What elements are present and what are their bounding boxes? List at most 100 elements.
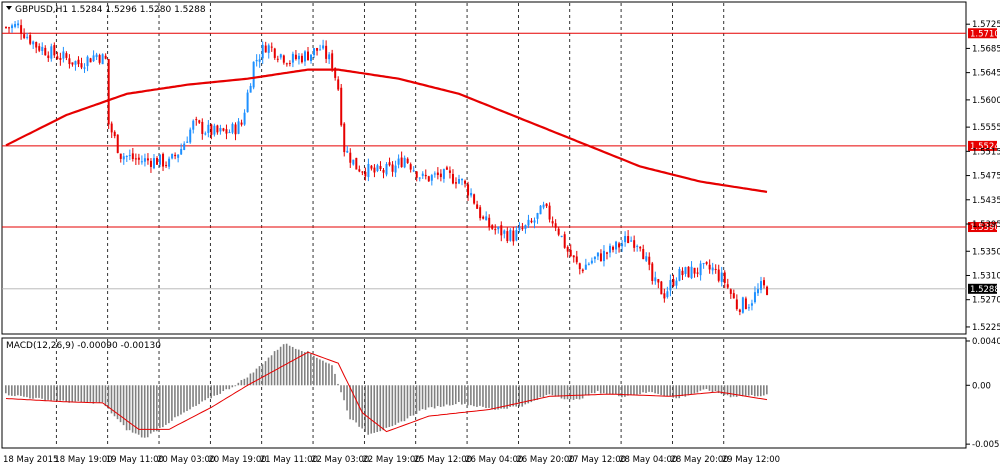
macd-bar (750, 385, 753, 395)
bear-candle (358, 169, 361, 172)
bear-candle (270, 46, 273, 48)
bull-candle (171, 153, 174, 159)
bull-candle (385, 163, 388, 175)
macd-bar (228, 385, 231, 390)
bear-candle (156, 158, 158, 165)
bear-candle (56, 56, 59, 59)
moving-average (5, 68, 768, 193)
bull-candle (515, 230, 518, 241)
bull-candle (243, 112, 246, 125)
bear-candle (500, 225, 503, 236)
x-tick-label: 20 May 03:00 (157, 455, 215, 465)
macd-bar (645, 385, 647, 393)
macd-bar (71, 385, 74, 403)
macd-bar (575, 385, 578, 399)
bear-candle (633, 240, 636, 248)
macd-bar (20, 385, 22, 396)
bull-candle (279, 54, 282, 58)
symbol-title: GBPUSD,H1 1.5284 1.5296 1.5280 1.5288 (15, 5, 206, 15)
macd-bar (367, 385, 369, 435)
macd-bar (165, 385, 167, 425)
bull-candle (258, 59, 261, 62)
bear-candle (210, 124, 213, 135)
macd-bar (418, 385, 421, 411)
bull-candle (539, 205, 542, 215)
macd-bar (14, 385, 16, 397)
bear-candle (8, 27, 11, 29)
macd-bar (675, 385, 678, 399)
macd-bar (590, 385, 593, 394)
macd-bar (195, 385, 197, 406)
bear-candle (264, 45, 267, 53)
level-badge (968, 222, 997, 233)
macd-bar (74, 385, 77, 402)
bear-candle (331, 53, 334, 69)
bear-candle (225, 129, 228, 134)
bear-candle (696, 272, 699, 274)
macd-bar (192, 385, 194, 407)
bear-candle (131, 153, 134, 160)
macd-bar (80, 385, 83, 403)
bear-candle (424, 174, 427, 177)
macd-bar (461, 385, 463, 405)
macd-bar (545, 385, 548, 396)
macd-bar (128, 385, 131, 431)
bear-candle (216, 125, 219, 133)
bear-candle (44, 47, 47, 56)
bear-candle (20, 25, 23, 34)
macd-bar (146, 385, 149, 438)
bear-candle (195, 119, 198, 121)
macd-bar (101, 385, 104, 403)
macd-bar (458, 385, 460, 403)
macd-bar (421, 385, 424, 410)
macd-bar (343, 385, 345, 401)
price-axis: 1.5725 1.5685 1.5645 1.5600 1.5555 1.5515 1.54… (966, 20, 1000, 333)
macd-bar (711, 385, 714, 393)
macd-bar (119, 385, 122, 423)
macd-bar (316, 357, 318, 386)
macd-bar (494, 385, 496, 410)
macd-bar (373, 385, 376, 433)
macd-bar (219, 385, 222, 394)
macd-bar (436, 385, 439, 407)
bull-candle (609, 245, 611, 253)
bull-candle (14, 24, 17, 27)
bear-candle (445, 167, 448, 170)
chart-menu-triangle-icon[interactable] (6, 6, 12, 10)
macd-bar (406, 385, 409, 419)
macd-bar (23, 385, 25, 397)
macd-bar (527, 385, 530, 404)
macd-bar (578, 385, 581, 400)
bear-candle (705, 262, 708, 264)
bear-candle (35, 42, 38, 48)
bear-candle (464, 180, 467, 184)
bear-candle (119, 153, 122, 159)
macd-bar (672, 385, 675, 398)
bear-candle (578, 263, 581, 270)
macd-bar (512, 385, 514, 407)
bear-candle (276, 58, 279, 60)
level-badge-label: 1.5524 (970, 142, 1000, 152)
macd-bar (307, 351, 309, 386)
bear-candle (400, 157, 403, 168)
bear-candle (300, 55, 303, 63)
macd-bar (300, 351, 303, 386)
macd-bar (361, 385, 363, 429)
bull-candle (213, 125, 216, 135)
macd-bar (515, 385, 517, 407)
bull-candle (711, 267, 714, 271)
bull-candle (186, 141, 189, 143)
macd-bar (240, 380, 243, 386)
macd-bar (448, 385, 451, 406)
macd-bar (485, 385, 487, 408)
macd-bar (388, 385, 391, 427)
bull-candle (255, 59, 258, 62)
bear-candle (80, 63, 83, 68)
bear-candle (763, 280, 766, 286)
macd-bar (630, 385, 632, 395)
macd-bar (325, 362, 327, 386)
macd-bar (572, 385, 575, 400)
bear-candle (726, 284, 729, 288)
bear-candle (334, 67, 337, 78)
